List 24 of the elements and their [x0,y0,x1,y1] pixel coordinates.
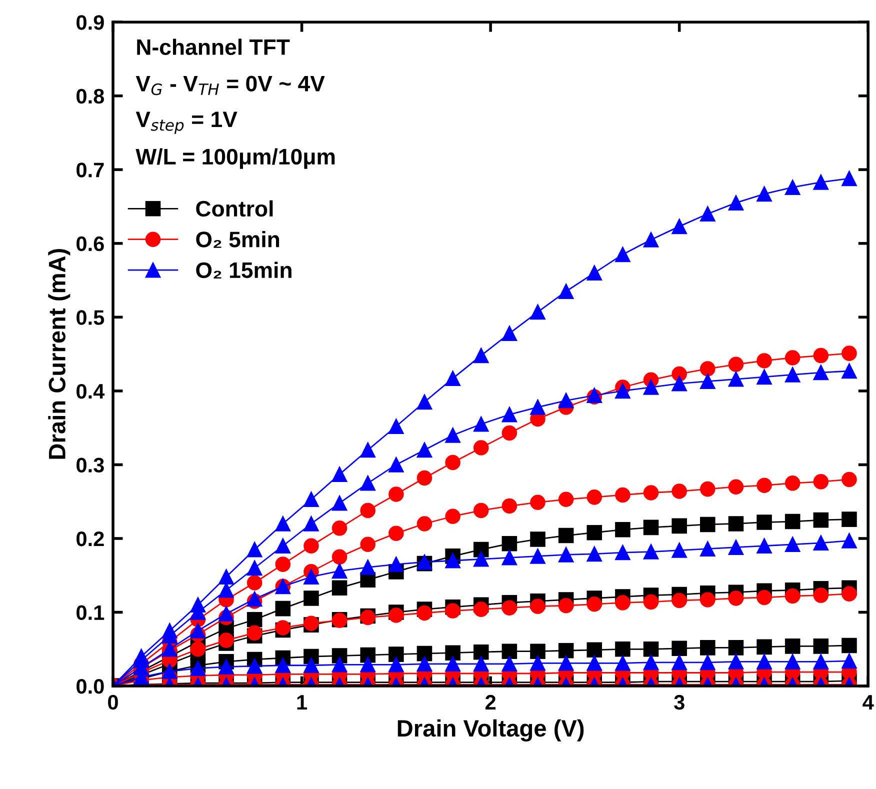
x-tick-label: 3 [674,694,684,710]
y-axis-title: Drain Current (mA) [48,248,70,459]
x-axis-title: Drain Voltage (V) [398,719,584,742]
y-tick-label: 0.3 [76,458,104,473]
annotation: V$_{G}$ - V$_{TH}$ = 0V ~ 4V [136,76,325,96]
y-tick-label: 0.1 [76,605,104,620]
y-tick-label: 0.7 [76,162,104,178]
x-tick-label: 1 [297,695,307,710]
annotation: W/L = 100μm/10μm [136,148,335,169]
y-tick-label: 0.2 [76,531,104,546]
y-tick-label: 0.0 [76,679,104,694]
y-tick-label: 0.6 [76,236,104,252]
annotation: V$_{step}$ = 1V [136,112,238,134]
y-tick-label: 0.9 [76,15,104,30]
x-tick-label: 0 [108,694,118,710]
y-tick-label: 0.5 [76,310,104,325]
y-tick-label: 0.4 [76,384,105,399]
legend-label: O₂ 15min [196,262,292,279]
x-tick-label: 2 [485,694,496,710]
y-tick-label: 0.8 [76,88,104,104]
legend-label: Control [196,200,273,217]
legend-label: O₂ 5min [196,231,280,248]
annotation: N-channel TFT [137,38,290,56]
x-tick-label: 4 [862,695,874,710]
